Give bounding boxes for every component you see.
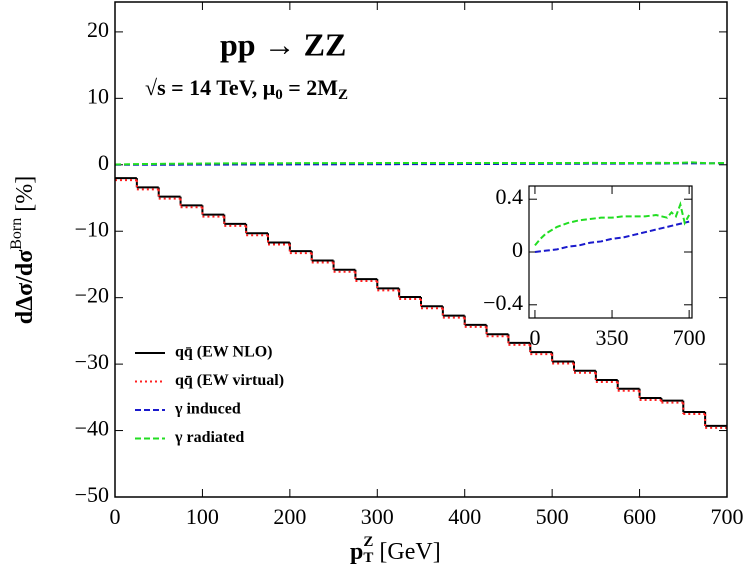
y-tick-label: −30 bbox=[75, 349, 109, 374]
x-tick-label: 200 bbox=[273, 504, 306, 529]
series-line bbox=[115, 162, 727, 166]
legend-label: γ induced bbox=[174, 401, 241, 418]
x-tick-label: 500 bbox=[536, 504, 569, 529]
y-axis-label: dΔσ/dσBorn [%] bbox=[8, 176, 38, 325]
x-tick-label: 600 bbox=[623, 504, 656, 529]
y-tick-label: 0 bbox=[512, 237, 523, 262]
y-tick-label: 20 bbox=[87, 17, 109, 42]
x-tick-label: 100 bbox=[186, 504, 219, 529]
legend-label: γ radiated bbox=[174, 429, 244, 446]
series-line bbox=[534, 220, 690, 253]
x-tick-label: 0 bbox=[110, 504, 121, 529]
plot-frame bbox=[114, 1, 728, 498]
chart-title: pp → ZZ bbox=[220, 26, 346, 62]
x-tick-label: 300 bbox=[361, 504, 394, 529]
inset-frame bbox=[528, 185, 693, 319]
series-line bbox=[534, 201, 691, 247]
x-tick-label: 700 bbox=[673, 325, 706, 350]
x-tick-label: 400 bbox=[448, 504, 481, 529]
y-tick-label: −20 bbox=[75, 283, 109, 308]
legend-label: qq̄ (EW NLO) bbox=[175, 344, 273, 361]
inset-bg bbox=[529, 186, 692, 318]
y-tick-label: −10 bbox=[75, 216, 109, 241]
x-tick-label: 0 bbox=[529, 325, 540, 350]
y-tick-label: −40 bbox=[75, 416, 109, 441]
series-line bbox=[115, 161, 727, 166]
y-tick-label: 0 bbox=[98, 150, 109, 175]
x-tick-label: 350 bbox=[596, 325, 629, 350]
chart-subtitle: √s = 14 TeV, μ0 = 2MZ bbox=[145, 75, 348, 103]
y-tick-label: −0.4 bbox=[483, 290, 523, 315]
y-tick-label: −50 bbox=[75, 482, 109, 507]
y-tick-label: 10 bbox=[87, 83, 109, 108]
legend-label: qq̄ (EW virtual) bbox=[175, 372, 284, 389]
y-tick-label: 0.4 bbox=[496, 184, 524, 209]
x-axis-label: pZ T [GeV] bbox=[350, 534, 441, 566]
x-tick-label: 700 bbox=[711, 504, 744, 529]
